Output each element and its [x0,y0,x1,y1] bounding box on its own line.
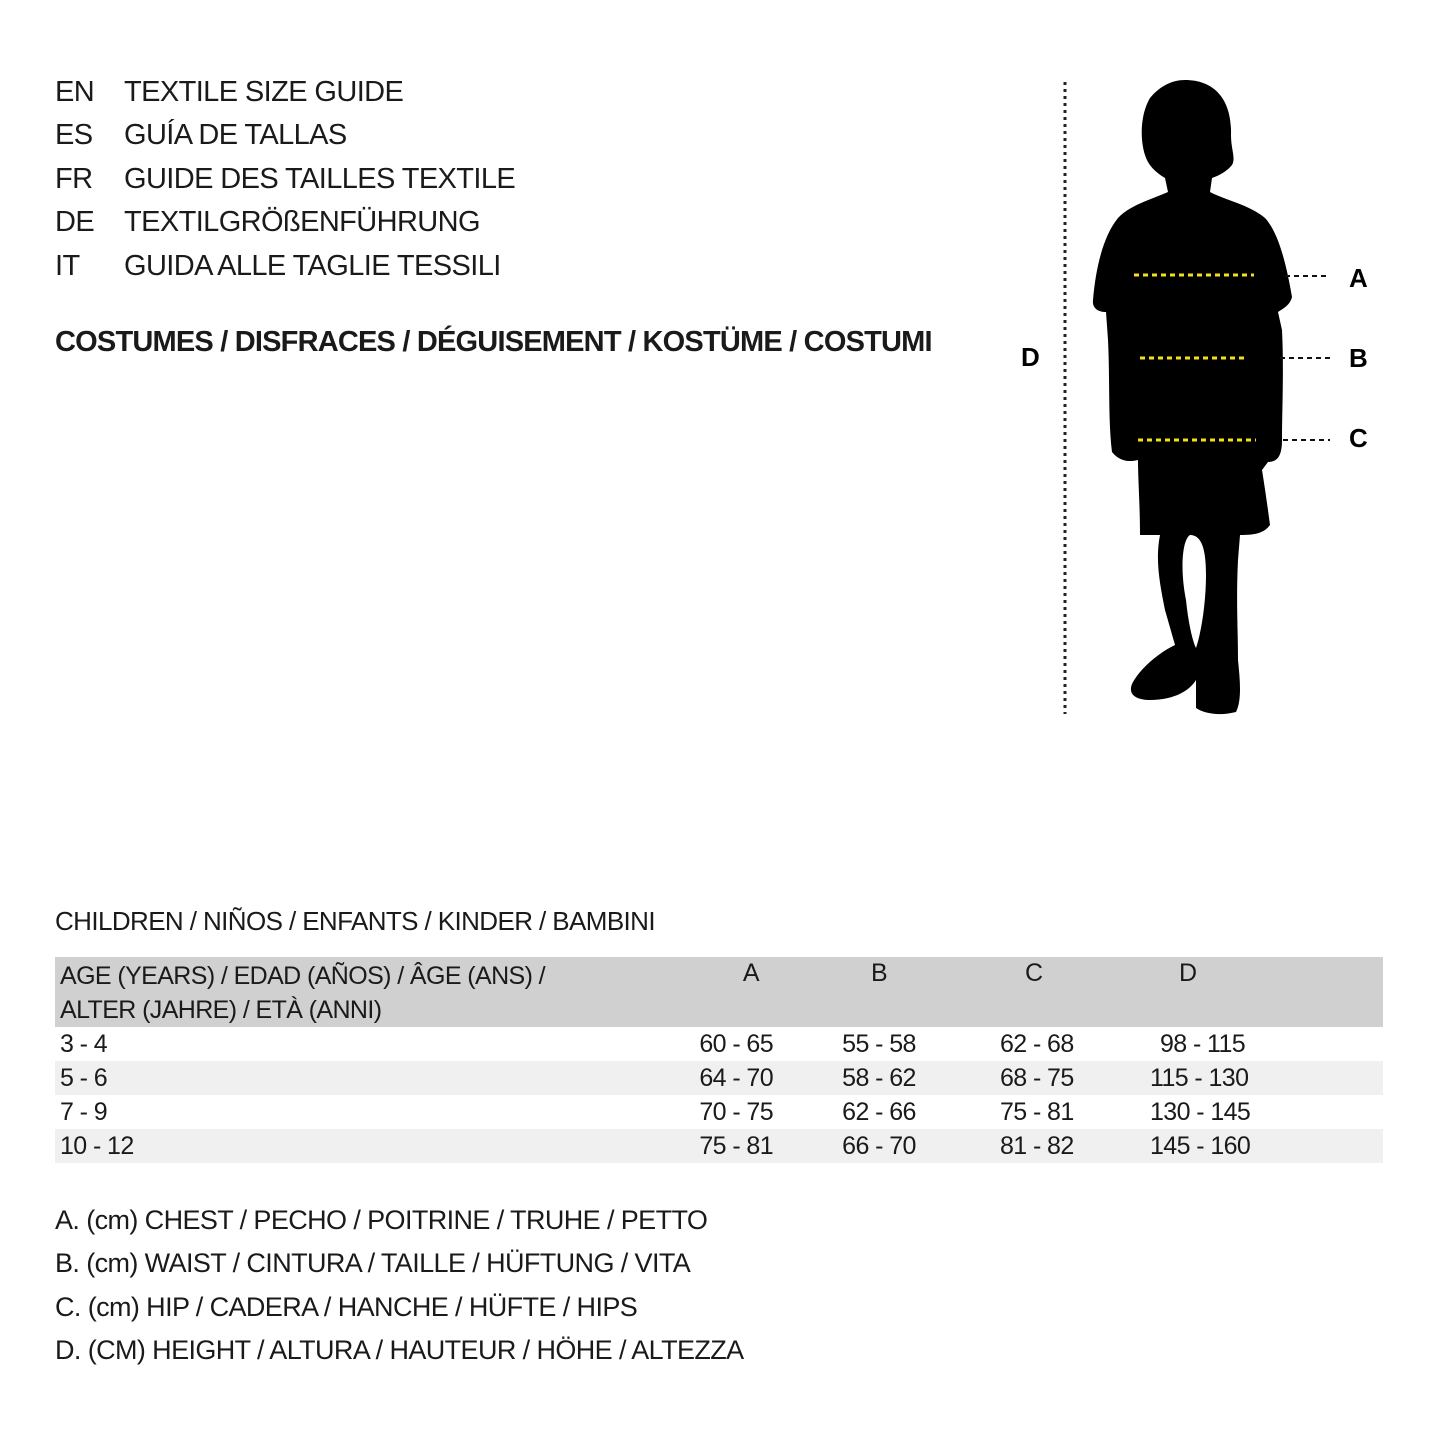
cell-age: 7 - 9 [60,1097,108,1126]
child-silhouette [1092,80,1292,715]
col-header-a: A [621,957,773,1027]
cell-a: 75 - 81 [621,1129,774,1163]
label-a: A [1349,263,1368,293]
legend-height: D. (CM) HEIGHT / ALTURA / HAUTEUR / HÖHE… [55,1335,744,1365]
col-header-d: D [1145,957,1383,1027]
cell-age: 10 - 12 [55,1129,621,1163]
cell-a: 64 - 70 [621,1061,774,1095]
label-b: B [1349,343,1368,373]
cell-c: 81 - 82 [985,1129,1145,1163]
measure-lines [1134,273,1330,442]
cell-a: 70 - 75 [699,1097,773,1126]
cell-d: 145 - 160 [1145,1129,1383,1163]
subtitle: COSTUMES / DISFRACES / DÉGUISEMENT / KOS… [55,326,933,358]
col-header-c: C [985,957,1145,1027]
section-heading: CHILDREN / NIÑOS / ENFANTS / KINDER / BA… [55,906,656,936]
cell-age: 5 - 6 [55,1061,621,1095]
size-table: AGE (YEARS) / EDAD (AÑOS) / ÂGE (ANS) / A… [55,957,1383,1163]
col-header-b: B [773,957,985,1027]
legend-waist: B. (cm) WAIST / CINTURA / TAILLE / HÜFTU… [55,1248,691,1278]
cell-b: 62 - 66 [842,1097,916,1126]
table-row: 5 - 6 64 - 70 58 - 62 68 - 75 115 - 130 [55,1061,1383,1095]
table-header: AGE (YEARS) / EDAD (AÑOS) / ÂGE (ANS) / A… [55,957,1383,1027]
legend-hip: C. (cm) HIP / CADERA / HANCHE / HÜFTE / … [55,1292,638,1322]
cell-c: 68 - 75 [985,1061,1145,1095]
age-header: AGE (YEARS) / EDAD (AÑOS) / ÂGE (ANS) / A… [55,957,621,1027]
cell-d: 130 - 145 [1150,1097,1251,1126]
child-silhouette-figure: A B C D [1021,80,1368,715]
table-row: 3 - 4 60 - 65 55 - 58 62 - 68 98 - 115 [55,1027,1383,1061]
label-d: D [1021,342,1040,372]
cell-c: 62 - 68 [1000,1029,1074,1058]
table-row: 10 - 12 75 - 81 66 - 70 81 - 82 145 - 16… [55,1129,1383,1163]
cell-b: 58 - 62 [773,1061,985,1095]
cell-d: 98 - 115 [1160,1029,1246,1058]
table-row: 7 - 9 70 - 75 62 - 66 75 - 81 130 - 145 [55,1095,1383,1129]
cell-c: 75 - 81 [1000,1097,1074,1126]
cell-b: 55 - 58 [842,1029,916,1058]
legend-chest: A. (cm) CHEST / PECHO / POITRINE / TRUHE… [55,1205,708,1235]
cell-a: 60 - 65 [699,1029,773,1058]
cell-age: 3 - 4 [60,1029,108,1058]
cell-b: 66 - 70 [773,1129,985,1163]
cell-d: 115 - 130 [1145,1061,1383,1095]
label-c: C [1349,423,1368,453]
